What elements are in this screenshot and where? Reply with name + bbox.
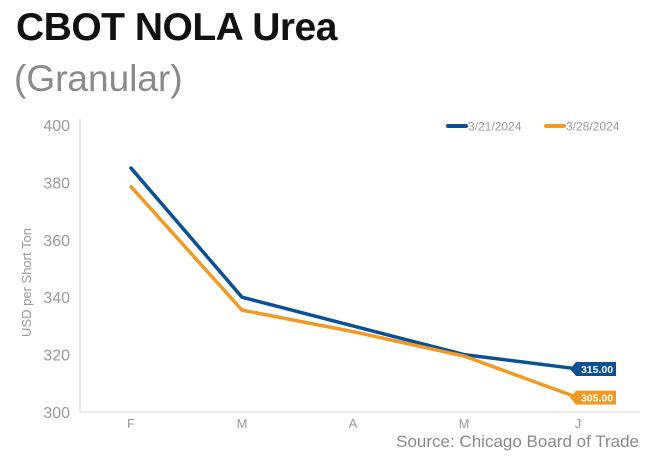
series-line-2 (129, 184, 580, 400)
legend-label-1: 3/21/2024 (468, 120, 522, 134)
x-tick-label: M (237, 416, 248, 431)
end-value-label-1: 315.00 (581, 364, 613, 376)
end-value-label-2: 305.00 (581, 393, 613, 405)
series-line-1 (129, 166, 580, 371)
y-tick-label: 320 (43, 348, 70, 365)
x-tick-label: F (127, 416, 135, 431)
y-tick-label: 380 (43, 175, 70, 192)
y-axis-label: USD per Short Ton (19, 228, 34, 337)
chart-title: CBOT NOLA Urea (16, 6, 337, 49)
chart-subtitle: (Granular) (14, 58, 183, 99)
legend-label-2: 3/28/2024 (566, 120, 620, 134)
y-tick-label: 360 (43, 233, 70, 250)
x-tick-label: M (459, 416, 470, 431)
x-tick-label: A (349, 416, 358, 431)
y-tick-label: 400 (43, 118, 70, 135)
end-value-badge-1 (570, 361, 616, 376)
x-tick-label: J (575, 416, 582, 431)
source-note: Source: Chicago Board of Trade (396, 432, 639, 451)
y-tick-label: 340 (43, 290, 70, 307)
end-value-badge-2 (570, 390, 616, 405)
y-tick-label: 300 (43, 405, 70, 422)
